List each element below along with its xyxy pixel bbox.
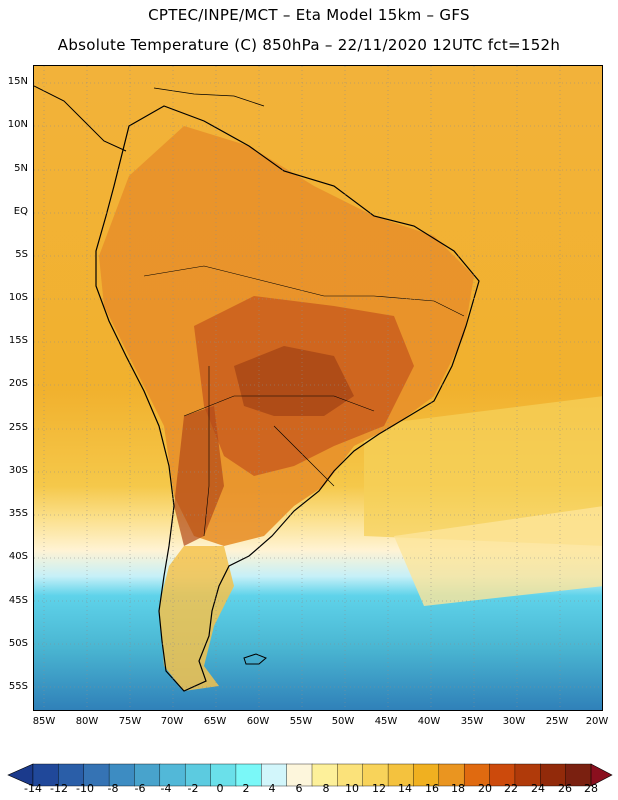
atlantic-band [394, 506, 602, 606]
andes-warm-strip [174, 406, 224, 546]
country-border [143, 265, 465, 317]
colorbar-label: 0 [216, 782, 224, 795]
lon-label: 30W [502, 716, 526, 727]
lat-label: 10N [7, 119, 28, 130]
colorbar-label: 6 [295, 782, 303, 795]
lon-label: 65W [203, 716, 227, 727]
colorbar-label: 20 [478, 782, 492, 795]
country-border [273, 425, 335, 487]
colorbar-label: 8 [322, 782, 330, 795]
lat-label: 30S [8, 465, 28, 476]
lon-label: 60W [246, 716, 270, 727]
colorbar-label: 12 [372, 782, 386, 795]
colorbar-label: 4 [268, 782, 276, 795]
lat-label: 15N [7, 76, 28, 87]
temperature-map [33, 65, 603, 711]
south-america-coastline [95, 105, 480, 692]
lon-label: 85W [32, 716, 56, 727]
colorbar-label: 14 [398, 782, 412, 795]
hottest-area [234, 346, 354, 416]
lat-label: 35S [8, 508, 28, 519]
colorbar-label: 2 [242, 782, 250, 795]
lon-label: 40W [417, 716, 441, 727]
title-line-2: Absolute Temperature (C) 850hPa – 22/11/… [57, 36, 561, 54]
lon-label: 35W [460, 716, 484, 727]
colorbar-label: -6 [134, 782, 146, 795]
lat-label: 10S [8, 292, 28, 303]
central-america-coastline [34, 85, 127, 152]
lon-label: 70W [160, 716, 184, 727]
colorbar-label: -12 [50, 782, 68, 795]
lat-label: 45S [8, 595, 28, 606]
title-line-1: CPTEC/INPE/MCT – Eta Model 15km – GFS [148, 6, 470, 24]
lon-label: 20W [585, 716, 609, 727]
graticule [34, 66, 602, 710]
colorbar-label: 18 [451, 782, 465, 795]
lat-label: 40S [8, 551, 28, 562]
lat-label: 25S [8, 422, 28, 433]
colorbar-label: -8 [107, 782, 119, 795]
colorbar-label: -2 [187, 782, 199, 795]
lon-label: 55W [289, 716, 313, 727]
country-border [203, 366, 210, 537]
country-border [183, 395, 375, 417]
lat-label: 20S [8, 378, 28, 389]
colorbar-label: -10 [76, 782, 94, 795]
lat-label: 55S [8, 681, 28, 692]
lon-label: 80W [75, 716, 99, 727]
lat-label: EQ [13, 206, 28, 217]
colorbar-label: 28 [584, 782, 598, 795]
colorbar-label: 24 [531, 782, 545, 795]
falkland-islands [243, 653, 267, 665]
atlantic-band [364, 396, 602, 546]
colorbar-label: 16 [425, 782, 439, 795]
patagonia-area [159, 546, 234, 691]
lat-label: 5S [15, 249, 28, 260]
lon-label: 25W [545, 716, 569, 727]
colorbar-label: -14 [24, 782, 42, 795]
lon-label: 50W [331, 716, 355, 727]
colorbar [7, 763, 613, 787]
lat-label: 15S [8, 335, 28, 346]
colorbar-label: 10 [345, 782, 359, 795]
map-canvas [34, 66, 602, 710]
lon-label: 75W [118, 716, 142, 727]
lat-label: 5N [14, 163, 28, 174]
colorbar-label: -4 [160, 782, 172, 795]
lat-label: 50S [8, 638, 28, 649]
colorbar-label: 26 [558, 782, 572, 795]
colorbar-label: 22 [504, 782, 518, 795]
caribbean-coastline [153, 87, 265, 107]
lon-label: 45W [374, 716, 398, 727]
colorbar-arrow-high [590, 763, 613, 787]
